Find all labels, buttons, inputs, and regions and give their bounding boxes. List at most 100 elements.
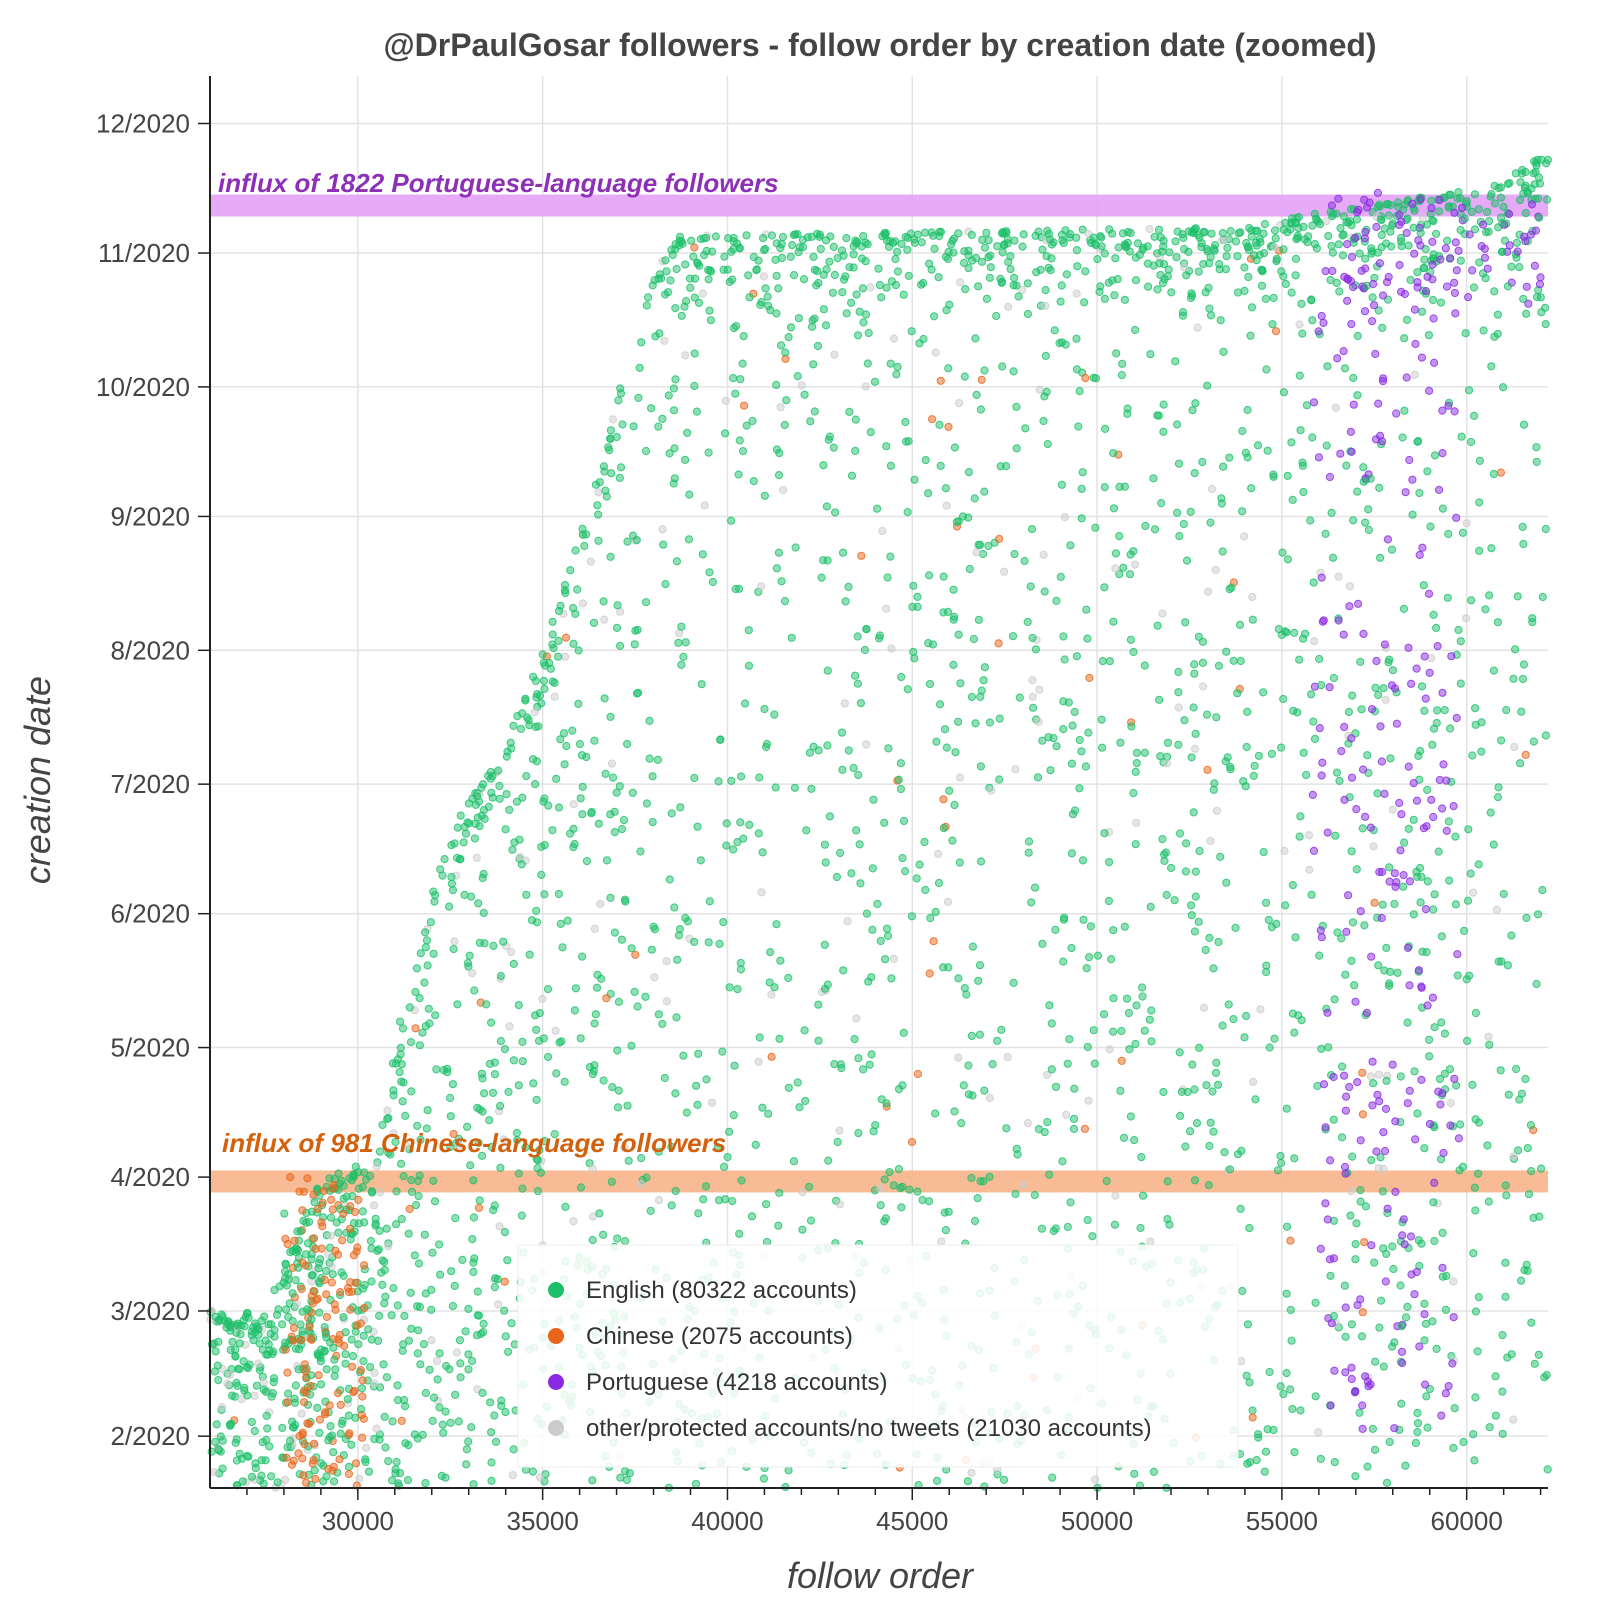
data-point-3587 <box>1388 1060 1397 1069</box>
data-point-2875 <box>264 1340 273 1349</box>
data-point-2482 <box>1307 295 1316 304</box>
data-point-2531 <box>821 321 831 330</box>
data-point-2284 <box>903 507 912 517</box>
data-point-330 <box>873 504 882 513</box>
data-point-2502 <box>1153 411 1162 420</box>
data-point-2844 <box>1041 286 1050 295</box>
data-point-316 <box>462 1445 471 1454</box>
data-point-177 <box>1146 350 1155 359</box>
data-point-1541 <box>942 743 951 752</box>
data-point-2195 <box>748 416 757 426</box>
data-point-28 <box>1050 326 1059 335</box>
data-point-2386 <box>739 332 748 341</box>
data-point-2058 <box>1529 737 1538 746</box>
data-point-2573 <box>1420 1144 1429 1153</box>
data-point-603 <box>1110 1220 1120 1229</box>
data-point-2073 <box>556 919 565 929</box>
data-point-989 <box>469 1267 478 1277</box>
data-point-1193 <box>692 1081 701 1090</box>
data-point-2448 <box>496 971 505 981</box>
data-point-2128 <box>841 597 850 606</box>
data-point-460 <box>359 1357 368 1366</box>
data-point-1947 <box>849 763 858 773</box>
data-point-2231 <box>315 1428 324 1437</box>
data-point-1004 <box>339 1313 348 1322</box>
data-point-2977 <box>1023 309 1033 319</box>
data-point-2157 <box>1269 470 1278 479</box>
data-point-2078 <box>1423 785 1432 795</box>
data-point-1138 <box>1156 752 1165 761</box>
data-point-3009 <box>254 1330 263 1339</box>
data-point-328 <box>568 726 577 735</box>
data-point-2297 <box>252 1381 261 1390</box>
data-point-2324 <box>1083 1042 1092 1052</box>
data-point-2328 <box>578 952 587 961</box>
data-point-3684 <box>1418 543 1427 552</box>
data-point-107 <box>1358 1110 1368 1119</box>
data-point-982 <box>1116 738 1125 747</box>
data-point-1247 <box>1170 896 1179 905</box>
data-point-301 <box>1131 1039 1140 1049</box>
data-point-425 <box>954 630 963 639</box>
data-point-1164 <box>819 305 829 314</box>
data-point-3217 <box>1291 218 1300 227</box>
data-point-1005 <box>936 700 945 709</box>
data-point-2578 <box>478 873 487 883</box>
data-point-1369 <box>714 777 723 786</box>
data-point-448 <box>1425 1052 1434 1061</box>
data-point-1056 <box>809 360 818 369</box>
data-point-2334 <box>987 786 996 795</box>
data-point-2938 <box>1110 291 1119 300</box>
data-point-224 <box>800 390 809 399</box>
data-point-994 <box>793 1078 802 1087</box>
data-point-247 <box>1069 1114 1079 1124</box>
data-point-3483 <box>303 1305 312 1314</box>
data-point-2351 <box>1242 1011 1251 1021</box>
data-point-2465 <box>497 1401 506 1411</box>
data-point-832 <box>1348 918 1358 927</box>
data-point-3204 <box>606 434 615 443</box>
data-point-2248 <box>478 1151 487 1160</box>
data-point-781 <box>464 1304 473 1314</box>
data-point-2891 <box>601 486 610 495</box>
data-point-3409 <box>341 1434 350 1444</box>
data-point-3250 <box>1542 159 1551 168</box>
data-point-3135 <box>431 891 440 900</box>
data-point-502 <box>723 1153 732 1162</box>
data-point-3764 <box>1359 477 1368 486</box>
data-point-2390 <box>681 351 690 360</box>
data-point-2516 <box>1477 718 1486 727</box>
data-point-3429 <box>308 1299 317 1308</box>
data-point-660 <box>945 786 954 795</box>
data-point-1760 <box>1187 911 1196 920</box>
data-point-1473 <box>381 1292 390 1301</box>
data-point-534 <box>1194 267 1203 276</box>
data-point-1703 <box>943 897 953 906</box>
data-point-1568 <box>263 1424 272 1433</box>
data-point-3561 <box>1442 1271 1451 1281</box>
data-point-1361 <box>464 962 473 971</box>
data-point-1855 <box>1400 406 1409 415</box>
data-point-3205 <box>1156 270 1165 280</box>
data-point-3055 <box>450 839 459 848</box>
data-point-3832 <box>1505 209 1514 219</box>
data-point-578 <box>659 540 668 549</box>
data-point-1268 <box>629 422 638 431</box>
data-point-563 <box>1078 856 1088 865</box>
data-point-3695 <box>1347 1374 1356 1384</box>
data-point-2780 <box>666 276 675 285</box>
data-point-3418 <box>330 1355 339 1364</box>
data-point-3437 <box>350 1386 359 1395</box>
data-point-67 <box>721 396 730 405</box>
data-point-3586 <box>1367 1241 1376 1250</box>
data-point-656 <box>853 632 862 641</box>
data-point-3495 <box>322 1472 331 1481</box>
data-point-3852 <box>1428 237 1437 246</box>
data-point-795 <box>561 633 571 642</box>
data-point-290 <box>1083 634 1092 643</box>
data-point-3869 <box>1498 219 1507 228</box>
data-point-540 <box>862 740 871 749</box>
data-point-21 <box>397 1159 406 1168</box>
data-point-1697 <box>1279 1389 1288 1399</box>
data-point-190 <box>496 1101 505 1111</box>
